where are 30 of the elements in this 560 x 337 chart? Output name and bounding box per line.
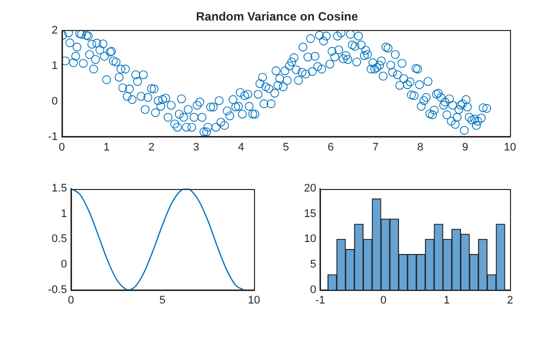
x-tick-label: 9 <box>462 141 468 154</box>
x-tick-label: 8 <box>417 141 424 154</box>
x-tick-label: 2 <box>506 294 514 306</box>
x-tick-label: 5 <box>282 141 289 154</box>
x-tick-label: 7 <box>372 141 379 154</box>
x-tick-label: 2 <box>148 141 154 154</box>
x-tick-label: 0 <box>380 294 387 306</box>
y-tick-label: -0.5 <box>48 284 67 296</box>
x-tick-label: 10 <box>248 294 260 306</box>
y-tick-label: 0.5 <box>52 233 67 246</box>
y-tick-label: 1 <box>52 60 58 72</box>
y-tick-label: 2 <box>52 24 58 36</box>
x-tick-label: 1 <box>444 294 450 306</box>
y-tick-label: 1 <box>60 208 67 220</box>
x-tick-label: 10 <box>504 141 516 154</box>
x-tick-label: 4 <box>238 141 244 154</box>
y-tick-label: 15 <box>304 208 316 220</box>
x-tick-label: 6 <box>328 141 334 154</box>
y-tick-label: -1 <box>48 130 58 143</box>
y-tick-label: 0 <box>60 258 67 271</box>
y-tick-label: 0 <box>52 95 58 108</box>
y-tick-label: 5 <box>310 258 316 271</box>
x-tick-label: 1 <box>104 141 110 154</box>
y-tick-label: 10 <box>304 233 316 246</box>
y-tick-label: 0 <box>310 284 316 296</box>
y-tick-label: 1.5 <box>52 182 67 195</box>
x-tick-label: 3 <box>193 141 200 154</box>
x-tick-label: 5 <box>159 294 166 306</box>
chart-title: Random Variance on Cosine <box>196 10 358 24</box>
y-tick-label: 20 <box>304 182 316 195</box>
